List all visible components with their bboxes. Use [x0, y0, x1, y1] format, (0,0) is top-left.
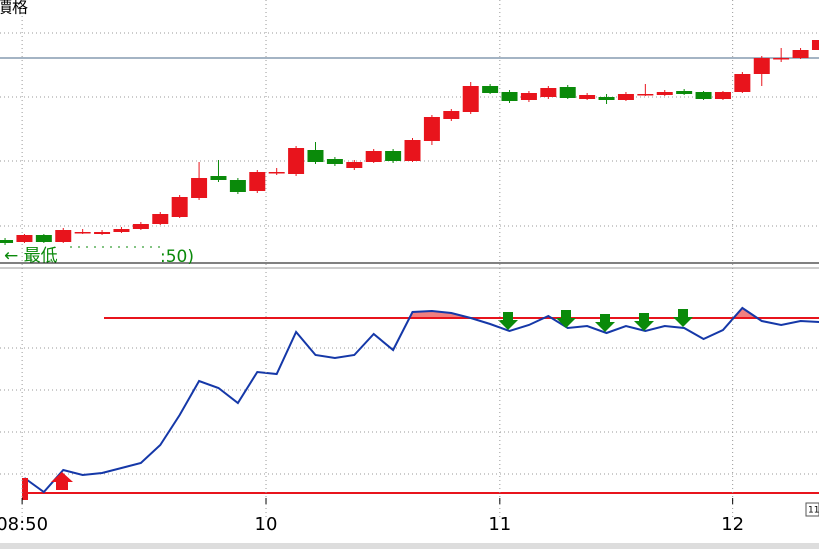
candle-body: [132, 224, 149, 229]
corner-box: [805, 502, 819, 517]
candle-body: [365, 151, 382, 162]
candle-body: [773, 58, 790, 60]
candle-body: [540, 88, 557, 97]
candle-body: [229, 180, 246, 192]
sell-arrow: [634, 313, 654, 331]
candle-body: [0, 240, 14, 243]
candle-body: [753, 58, 770, 74]
corner-label: 11: [808, 506, 819, 516]
candle-body: [501, 92, 518, 101]
candle-body: [385, 151, 402, 161]
candle-body: [171, 197, 188, 217]
x-tick-label: 12: [721, 514, 744, 535]
candle-body: [559, 87, 576, 98]
candle-body: [210, 176, 227, 180]
candle-body: [16, 235, 33, 242]
candle-body: [462, 86, 479, 112]
candle-body: [404, 140, 421, 161]
candle-body: [617, 94, 634, 100]
candle-body: [598, 97, 615, 100]
candle-body: [520, 93, 537, 100]
candle-body: [423, 117, 440, 141]
candle-body: [482, 86, 499, 93]
candle-body: [307, 150, 324, 162]
candle-body: [55, 230, 72, 242]
sell-arrow: [498, 312, 518, 330]
legend-tail: :50): [160, 247, 194, 267]
candle-body: [191, 178, 208, 198]
signal-arrows: [22, 309, 693, 500]
sell-arrow: [595, 314, 615, 332]
candle-body: [714, 92, 731, 99]
candle-body: [656, 92, 673, 95]
candle-body: [152, 214, 169, 224]
candle-body: [579, 95, 596, 99]
candle-body: [637, 94, 654, 96]
candle-body: [326, 159, 343, 164]
x-tick-label: 10: [255, 514, 278, 535]
candle-body: [695, 92, 712, 99]
candle-body: [74, 232, 91, 234]
status-strip: [0, 543, 819, 549]
sell-arrow: [556, 310, 576, 328]
legend-low: ← 最低: [4, 246, 58, 266]
candle-body: [113, 229, 130, 232]
candle-body: [346, 162, 363, 168]
candle-body: [288, 148, 305, 174]
candle-body: [443, 111, 460, 119]
indicator-panel: [22, 306, 819, 494]
buy-arrow: [51, 472, 73, 490]
candle-body: [811, 40, 819, 50]
candle-body: [792, 50, 809, 58]
candle-body: [734, 74, 751, 92]
candle-body: [676, 91, 693, 94]
candle-body: [94, 232, 111, 234]
sell-arrow: [673, 309, 693, 327]
x-tick-label: 08:50: [0, 514, 48, 535]
candle-body: [249, 172, 266, 191]
overbought-area: [24, 308, 819, 318]
x-tick-label: 11: [488, 514, 511, 535]
buy-marker: [22, 478, 28, 500]
chart-title: 價格: [0, 0, 28, 17]
indicator-line: [23, 306, 819, 494]
candle-body: [268, 172, 285, 174]
candle-body: [35, 235, 52, 242]
